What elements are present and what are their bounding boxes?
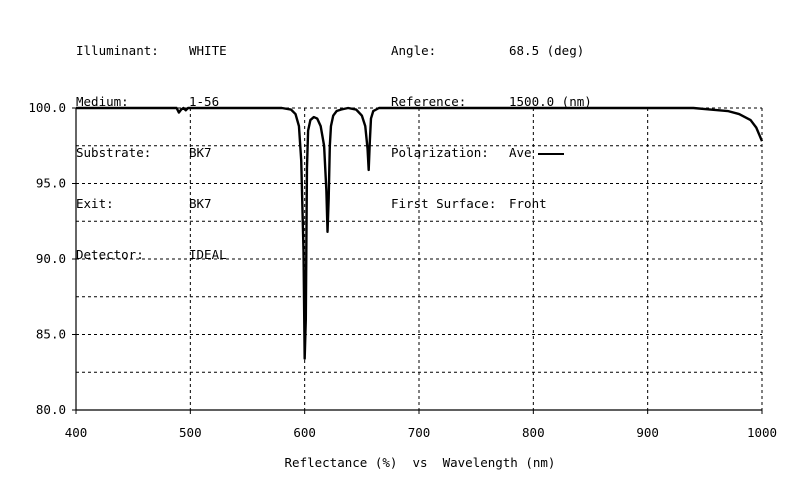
header-value: WHITE — [189, 43, 227, 58]
y-tick-label: 90.0 — [36, 251, 66, 266]
y-tick-label: 95.0 — [36, 176, 66, 191]
x-tick-label: 900 — [636, 425, 659, 440]
header-row-angle: Angle: 68.5 (deg) — [391, 42, 592, 59]
chart-grid — [76, 107, 762, 410]
x-tick-label: 1000 — [747, 425, 777, 440]
y-tick-label: 100.0 — [28, 100, 66, 115]
header-label: Illuminant: — [76, 43, 159, 58]
header-label: Exit: — [76, 196, 114, 211]
header-label: Reference: — [391, 94, 467, 109]
header-value: 1-56 — [189, 94, 220, 109]
header-label: Detector: — [76, 247, 144, 262]
chart-series — [76, 106, 764, 360]
header-label: Substrate: — [76, 145, 152, 160]
header-label: Polarization: — [391, 145, 489, 160]
header-right: Angle: 68.5 (deg) Reference: 1500.0 (nm) P… — [391, 8, 592, 229]
x-tick-label: 800 — [522, 425, 545, 440]
header-row-illuminant: Illuminant: WHITE — [76, 42, 227, 59]
legend-line-swatch — [537, 152, 564, 155]
x-tick-label: 500 — [179, 425, 202, 440]
header-label: Angle: — [391, 43, 437, 58]
y-tick-labels: 80.0 85.0 90.0 95.0 100.0 — [28, 100, 76, 417]
header-row-reference: Reference: 1500.0 (nm) — [391, 93, 592, 110]
header-row-substrate: Substrate: BK7 — [76, 144, 227, 161]
header-value: BK7 — [189, 196, 212, 211]
header-row-detector: Detector: IDEAL — [76, 246, 227, 263]
x-tick-label: 600 — [293, 425, 316, 440]
series-line-ave — [76, 106, 764, 360]
header-value: 68.5 (deg) — [509, 43, 585, 58]
x-tick-label: 700 — [408, 425, 431, 440]
header-value: IDEAL — [189, 247, 227, 262]
header-row-medium: Medium: 1-56 — [76, 93, 227, 110]
header-value: 1500.0 (nm) — [509, 94, 592, 109]
header-left: Illuminant: WHITE Medium: 1-56 Substrate: B… — [76, 8, 227, 280]
y-tick-label: 85.0 — [36, 327, 66, 342]
legend-series-label: Ave — [509, 145, 532, 160]
x-tick-label: 400 — [65, 425, 88, 440]
header-row-exit: Exit: BK7 — [76, 195, 227, 212]
header-value: Front — [509, 196, 547, 211]
x-axis-caption: Reflectance (%) vs Wavelength (nm) — [284, 455, 556, 470]
header-row-polarization: Polarization: Ave — [391, 144, 592, 161]
x-tick-labels: 400 500 600 700 800 900 1000 — [65, 410, 777, 440]
y-tick-label: 80.0 — [36, 402, 66, 417]
header-value: BK7 — [189, 145, 212, 160]
header-label: Medium: — [76, 94, 129, 109]
